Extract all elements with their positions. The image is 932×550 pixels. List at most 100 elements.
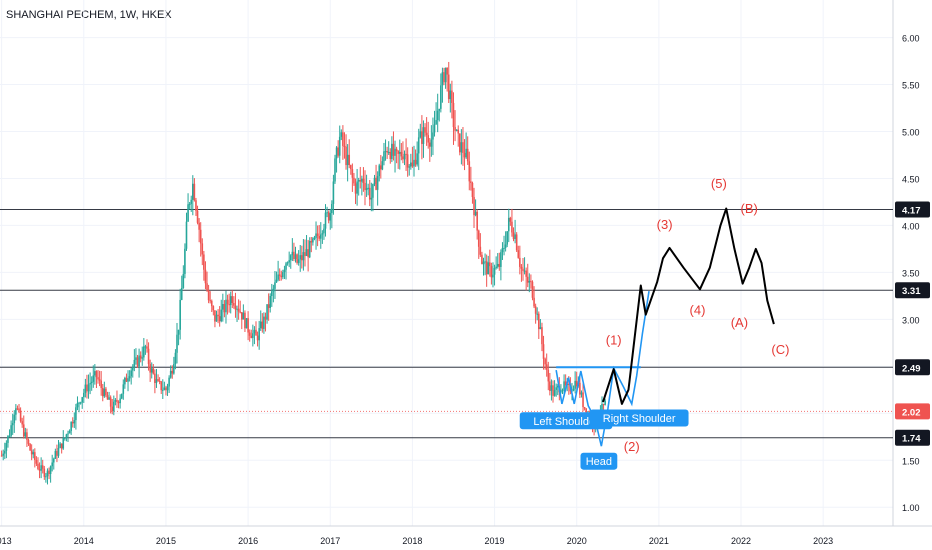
candle-body bbox=[11, 423, 14, 426]
candle-body bbox=[530, 280, 532, 282]
candle-body bbox=[507, 217, 510, 232]
candle-body bbox=[498, 263, 501, 267]
candle-body bbox=[403, 153, 406, 160]
candle-body bbox=[18, 408, 20, 411]
level-price-tag: 4.17 bbox=[895, 201, 930, 218]
candle-body bbox=[222, 304, 224, 310]
y-tick-label: 5.50 bbox=[902, 81, 920, 91]
candle-body bbox=[329, 213, 332, 221]
candle-body bbox=[410, 162, 412, 167]
candle-body bbox=[514, 234, 516, 239]
badge-label: Right Shoulder bbox=[603, 413, 676, 425]
candle-body bbox=[470, 181, 472, 184]
candle-body bbox=[161, 389, 164, 391]
candle-body bbox=[318, 236, 320, 239]
candle-body bbox=[533, 297, 535, 307]
candle-body bbox=[496, 263, 499, 267]
y-tick-label: 1.00 bbox=[902, 503, 920, 513]
candle-body bbox=[135, 357, 137, 360]
candle-body bbox=[343, 145, 346, 147]
candle-body bbox=[364, 182, 366, 191]
candle-body bbox=[103, 388, 106, 397]
candle-body bbox=[261, 321, 264, 329]
candle-body bbox=[331, 203, 333, 214]
candle-body bbox=[365, 188, 368, 191]
candle-body bbox=[297, 259, 300, 263]
candle-body bbox=[476, 211, 478, 231]
y-tick-label: 1.50 bbox=[902, 456, 920, 466]
badge-background bbox=[589, 409, 689, 427]
candle-body bbox=[94, 371, 96, 376]
candle-body bbox=[258, 328, 260, 341]
candle-body bbox=[43, 468, 46, 477]
candle-body bbox=[438, 108, 441, 111]
candle-body bbox=[425, 132, 428, 136]
candle-body bbox=[160, 381, 163, 391]
candle-body bbox=[108, 397, 110, 400]
candle-body bbox=[319, 234, 322, 239]
candle-body bbox=[34, 452, 36, 461]
candle-body bbox=[413, 159, 415, 167]
candle-body bbox=[210, 300, 213, 307]
candle-body bbox=[233, 302, 235, 306]
candle-body bbox=[71, 422, 74, 424]
candle-body bbox=[380, 165, 382, 170]
candle-body bbox=[250, 335, 253, 338]
candle-body bbox=[223, 304, 226, 313]
candle-body bbox=[125, 377, 128, 382]
candle-body bbox=[367, 187, 369, 189]
candle-body bbox=[144, 346, 147, 348]
candle-body bbox=[206, 283, 208, 291]
candle-body bbox=[38, 469, 41, 471]
candle-body bbox=[539, 327, 542, 330]
candle-body bbox=[40, 465, 42, 471]
candle-body bbox=[455, 129, 458, 131]
candle-body bbox=[375, 177, 377, 190]
price-tag-background bbox=[895, 201, 930, 218]
candle-body bbox=[313, 237, 316, 239]
candle-body bbox=[168, 377, 170, 387]
badge-label: Head bbox=[586, 456, 612, 468]
candle-body bbox=[173, 364, 175, 374]
candle-body bbox=[550, 385, 553, 391]
candle-body bbox=[338, 136, 341, 156]
candle-body bbox=[84, 384, 87, 393]
candle-body bbox=[416, 153, 418, 165]
candle-body bbox=[296, 254, 298, 263]
candle-body bbox=[387, 151, 390, 153]
candle-body bbox=[315, 233, 317, 238]
candle-body bbox=[117, 401, 120, 404]
candle-body bbox=[430, 139, 433, 147]
candle-body bbox=[225, 299, 227, 313]
candle-body bbox=[149, 364, 151, 373]
candle-body bbox=[440, 85, 442, 109]
candle-body bbox=[59, 443, 61, 448]
candle-body bbox=[217, 314, 219, 317]
candle-body bbox=[534, 306, 537, 314]
candle-body bbox=[528, 280, 531, 283]
candle-body bbox=[195, 200, 197, 211]
candle-body bbox=[503, 247, 505, 249]
candle-body bbox=[114, 399, 117, 402]
candle-body bbox=[46, 470, 49, 477]
candle-body bbox=[209, 300, 211, 302]
level-price-tag: 3.31 bbox=[895, 282, 930, 299]
candle-body bbox=[370, 197, 373, 200]
candle-body bbox=[302, 252, 305, 261]
candle-body bbox=[2, 453, 5, 456]
candle-body bbox=[280, 275, 283, 278]
candle-body bbox=[332, 181, 335, 204]
candle-body bbox=[294, 254, 297, 260]
candle-body bbox=[45, 476, 47, 478]
candle-body bbox=[49, 466, 52, 475]
candle-body bbox=[575, 380, 578, 387]
candle-body bbox=[357, 180, 360, 182]
candle-body bbox=[582, 392, 584, 408]
pattern-badge: Head bbox=[580, 452, 618, 470]
candle-body bbox=[185, 221, 188, 249]
candle-body bbox=[76, 403, 79, 408]
candle-body bbox=[406, 154, 409, 168]
candle-body bbox=[289, 255, 292, 261]
candle-body bbox=[163, 387, 166, 390]
